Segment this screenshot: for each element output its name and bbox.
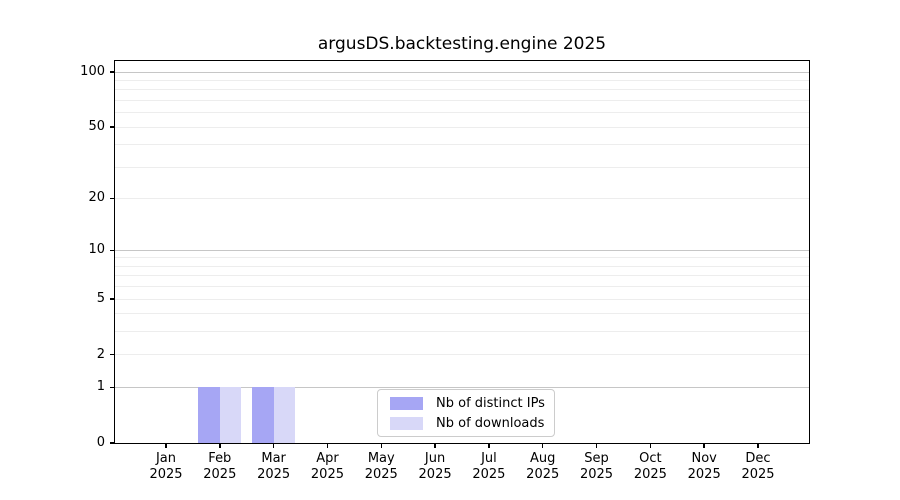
gridline-minor [115, 166, 809, 168]
x-tick-mark [541, 443, 544, 448]
x-tick-label: Jun 2025 [400, 451, 470, 483]
x-tick-month: Jun [424, 451, 446, 466]
gridline-major [115, 386, 809, 388]
x-tick-year: 2025 [203, 467, 237, 482]
gridline-minor [115, 80, 809, 81]
x-tick-year: 2025 [257, 467, 291, 482]
plot-area: Nb of distinct IPs Nb of downloads 0 1 2 5 10… [80, 60, 810, 482]
y-tick-mark [110, 249, 115, 252]
x-tick-year: 2025 [149, 467, 183, 482]
y-tick-mark [110, 71, 115, 73]
gridline-minor [115, 257, 809, 259]
gridline-minor [115, 197, 809, 199]
gridline-minor [115, 126, 809, 128]
gridline-major [115, 249, 809, 251]
x-tick-label: Apr 2025 [292, 451, 362, 483]
x-tick-month: Mar [261, 451, 286, 466]
y-tick-label: 2 [96, 346, 105, 362]
x-tick-label: Feb 2025 [185, 451, 255, 483]
y-tick-label: 1 [96, 379, 105, 395]
gridline-minor [115, 99, 809, 101]
x-tick-mark [326, 443, 329, 448]
x-tick-label: Oct 2025 [615, 451, 685, 483]
x-tick-mark [272, 443, 275, 448]
x-tick-month: Sep [584, 451, 609, 466]
x-tick-mark [380, 443, 383, 448]
x-tick-year: 2025 [526, 467, 560, 482]
legend-swatch [390, 416, 423, 430]
x-tick-mark [757, 443, 759, 448]
y-tick-mark [110, 442, 115, 444]
x-tick-label: Dec 2025 [723, 451, 793, 483]
x-tick-month: Oct [639, 451, 662, 466]
bar-distinct-ips-mar [252, 387, 274, 443]
x-tick-month: May [367, 451, 395, 466]
gridline-minor [115, 286, 809, 288]
x-tick-mark [434, 443, 436, 448]
y-tick-mark [110, 353, 115, 356]
legend-swatch [390, 396, 423, 410]
x-tick-month: Aug [530, 451, 556, 466]
x-tick-month: Nov [691, 451, 717, 466]
gridline-minor [115, 265, 809, 267]
bar-downloads-feb [219, 387, 242, 443]
x-tick-month: Feb [208, 451, 232, 466]
x-tick-mark [165, 443, 167, 448]
legend-item: Nb of downloads [390, 414, 544, 432]
x-tick-year: 2025 [418, 467, 452, 482]
y-tick-mark [110, 197, 115, 200]
x-tick-month: Jul [481, 451, 497, 466]
gridline-minor [115, 89, 809, 91]
x-tick-year: 2025 [633, 467, 667, 482]
legend: Nb of distinct IPs Nb of downloads [377, 389, 555, 437]
x-tick-mark [488, 443, 490, 448]
bar-downloads-mar [273, 387, 296, 443]
y-tick-mark [110, 126, 115, 128]
x-tick-label: May 2025 [346, 451, 416, 483]
gridline-minor [115, 112, 809, 114]
y-tick-label: 20 [88, 190, 105, 206]
x-tick-label: Nov 2025 [669, 451, 739, 483]
gridline-minor [115, 144, 809, 146]
x-tick-label: Jul 2025 [454, 451, 524, 483]
x-tick-mark [595, 443, 598, 448]
x-tick-mark [703, 443, 705, 448]
gridline-minor [115, 298, 809, 300]
y-tick-label: 5 [96, 291, 105, 306]
x-tick-year: 2025 [310, 467, 344, 482]
x-tick-mark [219, 443, 221, 448]
x-tick-label: Sep 2025 [562, 451, 632, 483]
x-tick-year: 2025 [472, 467, 506, 482]
x-tick-label: Mar 2025 [239, 451, 309, 483]
x-tick-month: Apr [316, 451, 339, 466]
gridline-minor [115, 331, 809, 333]
x-tick-mark [649, 443, 652, 448]
x-tick-label: Jan 2025 [131, 451, 201, 483]
x-tick-month: Dec [745, 451, 771, 466]
x-tick-month: Jan [155, 451, 177, 466]
x-tick-year: 2025 [741, 467, 775, 482]
bar-distinct-ips-feb [198, 387, 220, 443]
chart-title: argusDS.backtesting.engine 2025 [317, 34, 607, 54]
gridline-minor [115, 354, 809, 356]
x-tick-label: Aug 2025 [508, 451, 578, 483]
legend-label: Nb of distinct IPs [436, 395, 545, 411]
legend-label: Nb of downloads [436, 415, 545, 431]
gridline-major [115, 71, 809, 73]
y-tick-mark [110, 298, 115, 300]
y-tick-label: 100 [80, 64, 105, 80]
legend-item: Nb of distinct IPs [390, 394, 545, 412]
y-tick-label: 50 [88, 119, 105, 135]
x-tick-year: 2025 [579, 467, 614, 482]
y-tick-mark [110, 386, 115, 389]
gridline-minor [115, 313, 809, 315]
x-tick-year: 2025 [687, 467, 721, 482]
x-tick-year: 2025 [364, 467, 398, 482]
y-tick-label: 0 [96, 435, 105, 450]
y-tick-label: 10 [88, 242, 105, 258]
gridline-minor [115, 275, 809, 277]
